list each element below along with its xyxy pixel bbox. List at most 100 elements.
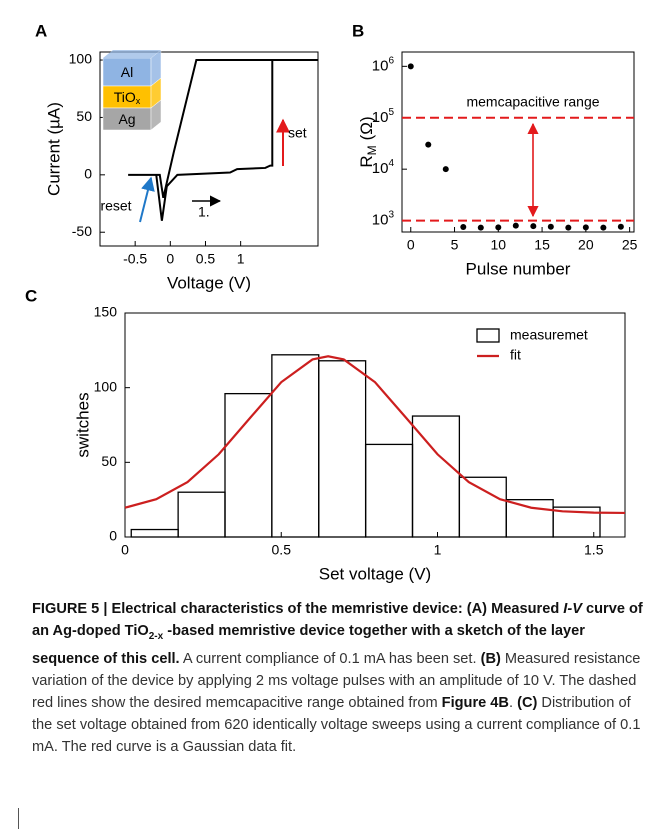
data-point (512, 222, 519, 229)
layer-text: Al (121, 64, 133, 80)
caption-text: (C) (517, 694, 538, 711)
histogram-bar (177, 491, 226, 538)
x-tick-label: 0 (166, 251, 174, 267)
data-point (547, 223, 554, 230)
legend-swatch (476, 328, 500, 343)
y-tick-label: 50 (101, 453, 117, 469)
histogram-bar (271, 354, 320, 538)
tick-base: 10 (372, 109, 389, 126)
x-tick-label: 10 (491, 237, 507, 253)
y-tick-label: 103 (372, 209, 395, 228)
x-tick-label: 0 (121, 542, 129, 558)
plot-frame (401, 51, 635, 233)
reset-arrow (139, 176, 155, 223)
caption-text: A current compliance of 0.1 mA has been … (179, 650, 481, 667)
histogram-bar (505, 499, 554, 538)
tick-exponent: 4 (388, 158, 394, 169)
caption-text: Distribution of the set voltage obtained… (32, 694, 641, 755)
y-tick-label: 150 (94, 304, 118, 320)
x-tick-label: 1 (434, 542, 442, 558)
panel-label: C (25, 286, 37, 305)
histogram-bar (224, 392, 273, 538)
x-tick-label: 5 (451, 237, 459, 253)
caption-rule (18, 808, 19, 829)
y-tick-label: 100 (69, 51, 93, 67)
y-tick-label: 0 (109, 528, 117, 544)
data-point (460, 224, 467, 231)
annotation: memcapacitive range (466, 94, 599, 110)
data-point (425, 141, 432, 148)
caption-text: Figure 4B (441, 694, 509, 711)
x-axis-label: Pulse number (466, 259, 571, 278)
tick-base: 10 (372, 160, 389, 177)
data-point (617, 223, 624, 230)
tick-base: 10 (372, 212, 389, 229)
x-tick-label: 25 (622, 237, 638, 253)
y-axis-label: Current (µA) (44, 102, 63, 196)
x-tick-label: -0.5 (123, 251, 147, 267)
x-axis-label: Voltage (V) (167, 273, 251, 292)
layer-label: Al (121, 64, 133, 80)
tick-base: 10 (372, 57, 389, 74)
x-tick-label: 20 (578, 237, 594, 253)
layer-sub: x (136, 96, 141, 106)
layer-side (150, 99, 162, 131)
x-tick-label: 0 (407, 237, 415, 253)
layer: Ag (102, 99, 162, 131)
histogram-bar (318, 360, 367, 538)
panel-label: A (35, 21, 47, 40)
annotation: set (288, 125, 307, 141)
x-tick-label: 1 (237, 251, 245, 267)
histogram-bar (411, 415, 461, 538)
y-tick-label: -50 (72, 223, 92, 239)
x-tick-label: 15 (534, 237, 550, 253)
y-tick-label: 105 (372, 106, 395, 125)
data-point (600, 224, 607, 231)
caption-text: . (508, 694, 518, 711)
layer: Al (102, 49, 162, 87)
caption-text: FIGURE 5 | Electrical characteristics of… (32, 601, 564, 617)
tick-exponent: 6 (388, 55, 394, 66)
fit-curve (124, 355, 626, 515)
layer-label: Ag (118, 111, 135, 127)
plot-frame (124, 312, 626, 538)
annotation: reset (100, 198, 131, 214)
data-point (495, 224, 502, 231)
data-point (407, 63, 414, 70)
iv-curve (128, 59, 318, 221)
data-point (582, 224, 589, 231)
caption-text: -based memristive device together with a… (32, 623, 585, 667)
annotation: 1. (198, 204, 210, 220)
histogram-bar (552, 506, 601, 538)
data-point (530, 223, 537, 230)
histogram-bar (364, 443, 414, 538)
x-tick-label: 0.5 (272, 542, 292, 558)
layer-text: Ag (118, 111, 135, 127)
data-point (477, 224, 484, 231)
caption-text: curve of an Ag-doped TiO (32, 601, 643, 639)
y-tick-label: 0 (84, 166, 92, 182)
y-tick-label: 50 (76, 108, 92, 124)
caption-text: (B) (480, 650, 501, 667)
layer: TiOx (102, 77, 162, 109)
data-point (442, 166, 449, 173)
y-label-sub: M (365, 145, 379, 155)
tick-exponent: 5 (388, 106, 394, 117)
layer-top (103, 50, 161, 58)
layer-text: TiO (114, 89, 136, 105)
panel-label: B (352, 21, 364, 40)
x-tick-label: 0.5 (196, 251, 216, 267)
histogram-bar (130, 528, 179, 538)
y-axis-label: RM (Ω) (357, 116, 379, 167)
plot-frame (99, 51, 319, 247)
x-tick-label: 1.5 (584, 542, 604, 558)
y-axis-label: switches (73, 392, 92, 457)
legend-label: fit (510, 347, 521, 363)
caption: FIGURE 5 | Electrical characteristics of… (32, 598, 646, 758)
histogram-bar (458, 476, 507, 538)
caption-text: 2-x (148, 630, 164, 642)
legend-label: measuremet (510, 327, 588, 343)
y-tick-label: 106 (372, 55, 395, 74)
